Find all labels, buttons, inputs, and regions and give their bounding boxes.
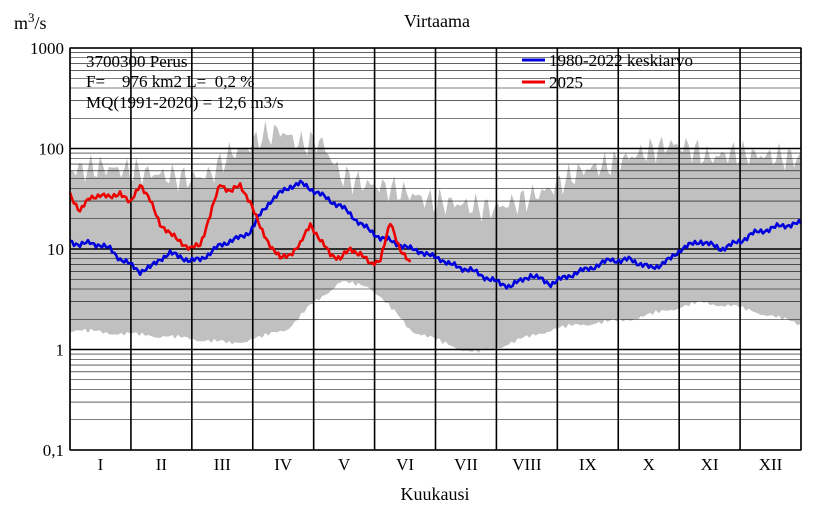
month-tick-label: III	[214, 455, 231, 474]
legend: 1980-2022 keskiarvo 2025	[522, 51, 693, 92]
plot-frame	[69, 47, 802, 451]
month-tick-label: X	[643, 455, 655, 474]
y-axis-label-sup: 3	[28, 10, 35, 25]
y-axis-label-tail: /s	[35, 13, 47, 33]
month-tick-label: IV	[274, 455, 293, 474]
chart-title: Virtaama	[404, 11, 470, 31]
month-tick-label: XII	[759, 455, 783, 474]
legend-label-2025: 2025	[549, 73, 583, 92]
month-tick-label: II	[156, 455, 168, 474]
month-tick-label: XI	[701, 455, 719, 474]
month-tick-label: VII	[454, 455, 478, 474]
info-box: 3700300 Perus F= 976 km2 L= 0,2 % MQ(199…	[86, 52, 284, 112]
month-tick-label: IX	[579, 455, 597, 474]
y-tick-label: 0,1	[43, 441, 64, 460]
legend-label-mean: 1980-2022 keskiarvo	[549, 51, 693, 70]
y-axis-label-base: m	[14, 13, 28, 33]
series-2025-line	[68, 182, 412, 267]
month-tick-label: VI	[396, 455, 414, 474]
x-axis-label: Kuukausi	[401, 484, 470, 504]
area-label: F= 976 km2 L= 0,2 %	[86, 72, 254, 91]
month-tick-label: I	[98, 455, 104, 474]
y-tick-label: 1	[56, 341, 65, 360]
mq-label: MQ(1991-2020) = 12,6 m3/s	[86, 93, 284, 112]
month-tick-label: VIII	[512, 455, 542, 474]
y-axis-label: m3/s	[14, 10, 47, 33]
series-layer	[68, 179, 803, 290]
station-label: 3700300 Perus	[86, 52, 188, 71]
y-tick-label: 10	[47, 240, 64, 259]
y-tick-label: 100	[39, 140, 65, 159]
y-tick-label: 1000	[30, 39, 64, 58]
mean-series-line	[69, 179, 803, 290]
month-tick-label: V	[338, 455, 351, 474]
